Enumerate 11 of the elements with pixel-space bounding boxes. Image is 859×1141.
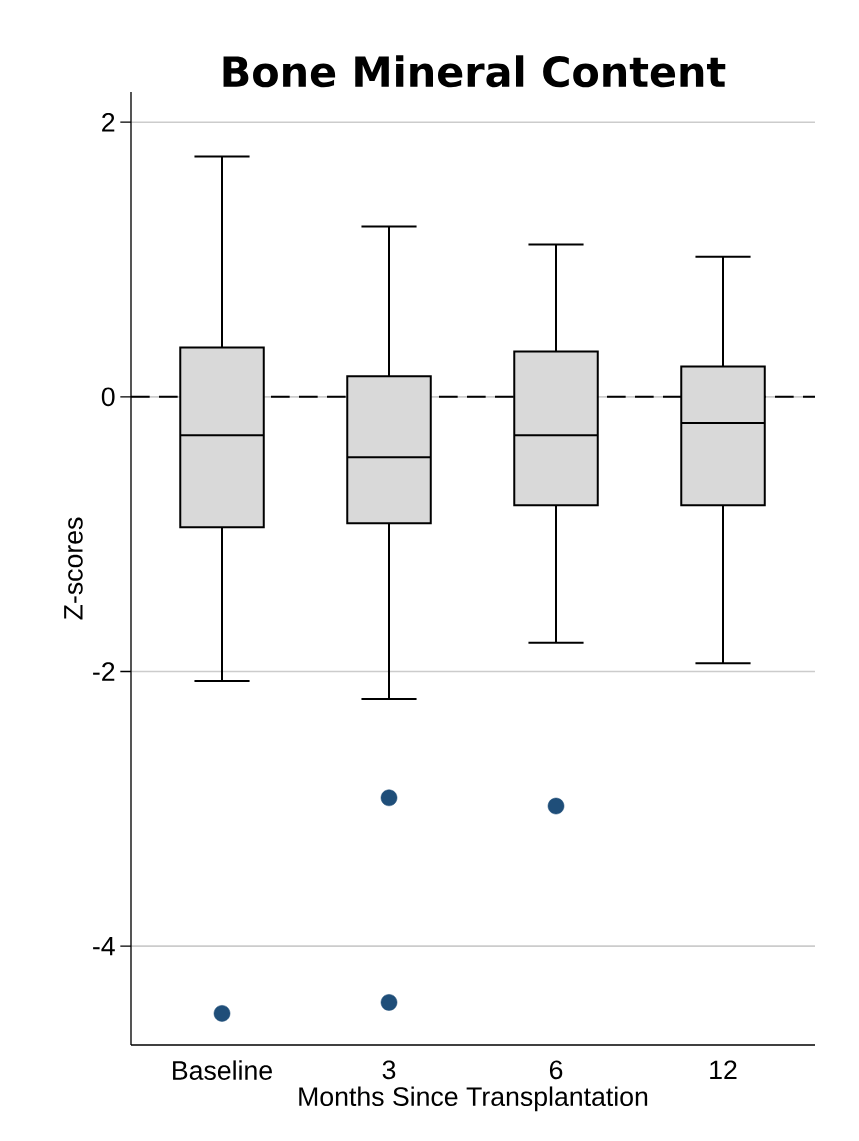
x-tick-label: 6 [549,1060,563,1080]
x-tick-label: 3 [382,1060,396,1080]
y-tick-label: -2 [93,662,115,681]
y-axis-title: Z-scores [64,517,83,620]
x-tick-label: Baseline [173,1060,272,1080]
x-axis-title: Months Since Transplantation [299,1086,648,1112]
y-tick-label: -4 [93,936,115,956]
y-tick-label: 0 [101,387,115,407]
chart-title: Bone Mineral Content [223,55,726,88]
y-tick-label: 2 [102,112,115,132]
x-tick-label: 12 [710,1060,737,1079]
